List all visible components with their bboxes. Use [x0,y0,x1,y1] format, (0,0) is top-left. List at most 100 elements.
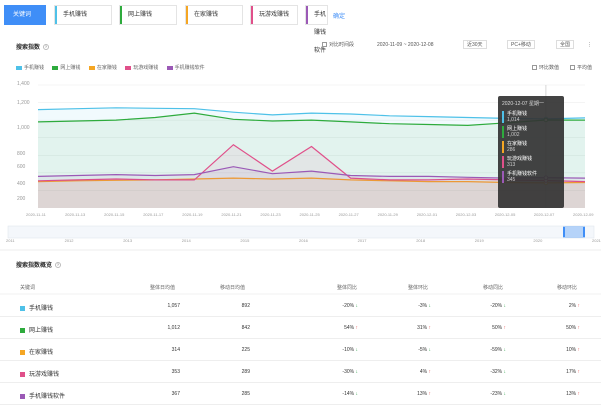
checkbox-icon [570,65,575,71]
table-row: 网上赚钱 1,012 842 54% ↑ 31% ↑ 50% ↑ 50% ↑ [0,317,601,339]
tab-keyword[interactable]: 关键词 [4,5,46,25]
chart-tooltip: 2020-12-07 星期一 手机赚钱 1,014 网上赚钱 1,002 在家赚钱 2… [498,96,564,208]
year-tick-label: 2013 [123,238,133,243]
arrow-up-icon: ↑ [427,391,431,397]
tab-wangshangzhuanqian[interactable]: 网上赚钱 [119,5,177,25]
year-tick-label: 2014 [181,238,191,243]
tab-wanyouxi[interactable]: 玩游戏赚钱 [250,5,298,25]
help-icon[interactable]: ? [43,44,50,51]
cell-avg: 314 [171,347,180,353]
legend-swatch [16,65,22,70]
arrow-down-icon: ↓ [502,369,506,375]
row-keyword: 玩游戏赚钱 [20,369,59,378]
year-tick-label: 2018 [416,238,426,243]
cell-avg: 367 [171,391,180,397]
col-header-yoy: 整体同比 [337,285,358,291]
arrow-up-icon: ↑ [576,369,580,375]
average-checkbox[interactable]: 平均值 [570,64,592,71]
tooltip-item: 玩游戏赚钱 313 [502,155,560,168]
more-options-icon[interactable]: ⋮ [587,42,592,48]
help-icon[interactable]: ? [55,262,62,269]
date-range-picker[interactable]: 2020-11-09 ~ 2020-12-08 [377,42,434,48]
y-tick-label: 400 [17,181,26,187]
confirm-link[interactable]: 确定 [333,14,346,20]
series-area [38,113,585,208]
arrow-down-icon: ↓ [502,347,506,353]
x-tick-label: 2020-12-01 [416,212,438,217]
series-line [37,107,586,120]
chart-legend: 手机赚钱 网上赚钱 在家赚钱 玩游戏赚钱 手机赚钱软件 [16,64,212,72]
tooltip-item: 在家赚钱 286 [502,140,560,153]
x-tick-label: 2020-11-15 [104,212,125,217]
arrow-up-icon: ↑ [576,303,580,309]
year-tick-label: 2020 [533,238,543,243]
x-tick-label: 2020-11-29 [377,212,398,217]
tab-color-bar [186,6,188,24]
tab-shoujizhuanqian[interactable]: 手机赚钱 [54,5,112,25]
tab-color-bar [306,6,308,24]
tab-shoujiruanjian[interactable]: 手机赚钱软件 [305,5,328,54]
cell-mom: 31% ↑ [417,325,431,331]
arrow-down-icon: ↓ [354,347,358,353]
series-area [38,144,585,208]
cell-mom: -5% ↓ [418,347,431,353]
cell-mom: -3% ↓ [418,303,431,309]
cell-mavg: 892 [241,303,250,309]
row-keyword: 手机赚钱软件 [20,391,65,400]
tooltip-marker [502,126,504,138]
arrow-down-icon: ↓ [502,391,506,397]
cell-avg: 1,012 [167,325,180,331]
region-select[interactable]: 全国 [556,40,575,50]
row-color-swatch [20,349,25,355]
range-handle-left [563,227,565,237]
col-header-avg: 整体日均值 [150,285,176,291]
arrow-down-icon: ↓ [502,303,506,309]
table-row: 手机赚钱软件 367 285 -14% ↓ 13% ↑ -23% ↓ 13% ↑ [0,383,601,405]
cell-avg: 353 [171,369,180,375]
row-keyword: 在家赚钱 [20,347,53,356]
row-color-swatch [20,327,25,333]
year-tick-label: 2021 [592,238,601,243]
col-header-keyword: 关键词 [20,285,36,291]
table-row: 在家赚钱 314 225 -10% ↓ -5% ↓ -59% ↓ 10% ↑ [0,339,601,361]
arrow-up-icon: ↑ [427,325,431,331]
cell-mmom: 17% ↑ [566,369,580,375]
arrow-up-icon: ↑ [576,325,580,331]
keyword-tab-bar: 关键词 手机赚钱 网上赚钱 在家赚钱 玩游戏赚钱 手机赚钱软件 确定 [0,0,601,54]
device-select[interactable]: PC+移动 [507,40,535,50]
arrow-down-icon: ↓ [354,369,358,375]
arrow-down-icon: ↓ [354,391,358,397]
ratio-checkbox[interactable]: 环比数值 [532,64,559,71]
tab-zaijiazhuanqian[interactable]: 在家赚钱 [185,5,243,25]
row-color-swatch [20,371,25,377]
legend-item[interactable]: 手机赚钱 [16,64,44,72]
table-row: 玩游戏赚钱 353 289 -30% ↓ 4% ↑ -32% ↓ 17% ↑ [0,361,601,383]
series-line [37,177,586,184]
x-tick-label: 2020-12-07 [533,212,555,217]
cell-yoy: -20% ↓ [342,303,358,309]
cell-myoy: -59% ↓ [490,347,506,353]
series-area [38,107,585,208]
col-header-mom: 整体环比 [408,285,429,291]
legend-swatch [166,65,173,70]
x-tick-label: 2020-11-19 [182,212,203,217]
y-tick-label: 200 [17,196,26,202]
series-area [38,178,585,208]
legend-swatch [52,65,59,70]
table-row: 手机赚钱 1,057 892 -20% ↓ -3% ↓ -20% ↓ 2% ↑ [0,295,601,317]
legend-item[interactable]: 网上赚钱 [52,64,80,72]
arrow-down-icon: ↓ [354,303,358,309]
legend-item[interactable]: 手机赚钱软件 [166,64,205,72]
arrow-up-icon: ↑ [576,391,580,397]
tooltip-marker [502,171,504,183]
legend-swatch [125,65,132,70]
compare-period-checkbox[interactable]: 对比时间段 [322,40,354,50]
legend-item[interactable]: 玩游戏赚钱 [125,64,158,72]
y-tick-label: 1,400 [17,81,30,87]
period-select[interactable]: 近30天 [463,40,487,50]
cell-mavg: 225 [241,347,250,353]
cell-yoy: 54% ↑ [344,325,358,331]
legend-item[interactable]: 在家赚钱 [88,64,117,72]
cell-myoy: -20% ↓ [490,303,506,309]
